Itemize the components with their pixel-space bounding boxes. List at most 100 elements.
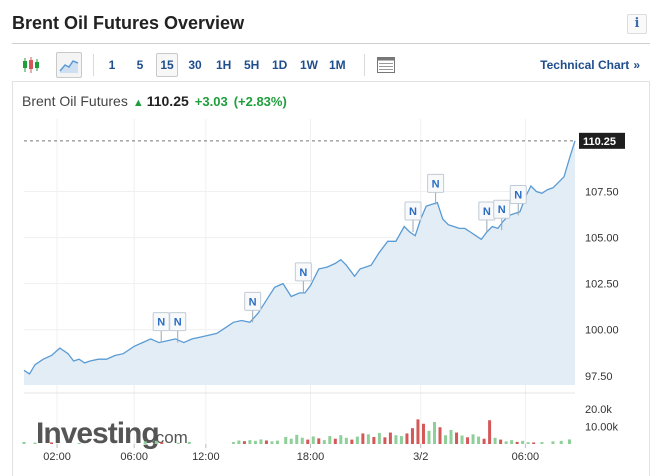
volume-bar xyxy=(22,441,26,444)
timeframe-1w[interactable]: 1W xyxy=(300,58,318,72)
volume-bar xyxy=(328,436,332,444)
volume-bar xyxy=(482,438,486,444)
current-price-tag: 110.25 xyxy=(579,132,625,149)
timeframe-1m[interactable]: 1 xyxy=(108,58,116,72)
volume-bar xyxy=(449,429,453,444)
quote-header: Brent Oil Futures ▲ 110.25 +3.03 (+2.83%) xyxy=(22,93,287,109)
volume-bar xyxy=(532,442,536,444)
volume-bar xyxy=(176,442,180,444)
timeframe-1h[interactable]: 1H xyxy=(216,58,232,72)
volume-bar xyxy=(394,435,398,444)
news-marker[interactable]: N xyxy=(404,201,422,233)
volume-tick-label: 20.0k xyxy=(585,404,612,416)
watermark-brand: Investing xyxy=(36,417,159,450)
volume-bar xyxy=(33,442,37,444)
volume-bar xyxy=(526,442,530,444)
news-marker-label: N xyxy=(483,206,491,218)
volume-bar xyxy=(289,438,293,444)
volume-bar xyxy=(154,440,158,444)
volume-bar xyxy=(311,436,315,444)
technical-chart-link[interactable]: Technical Chart» xyxy=(540,58,640,72)
news-marker-label: N xyxy=(514,189,522,201)
volume-bar xyxy=(421,423,425,444)
volume-bar xyxy=(504,441,508,444)
volume-bar xyxy=(50,442,54,444)
page-title: Brent Oil Futures Overview xyxy=(12,13,245,33)
volume-bar xyxy=(383,437,387,444)
news-marker-label: N xyxy=(432,178,440,190)
volume-bar xyxy=(264,440,268,444)
news-marker-box xyxy=(294,262,312,282)
volume-bar xyxy=(275,440,279,444)
price-change: +3.03 xyxy=(194,94,228,109)
volume-bar xyxy=(372,436,376,444)
volume-bar xyxy=(248,440,252,444)
news-marker-label: N xyxy=(157,317,165,329)
volume-bar xyxy=(377,432,381,444)
timeframe-1d[interactable]: 1D xyxy=(272,58,288,72)
technical-chart-label: Technical Chart xyxy=(540,58,630,72)
x-tick-label: 3/2 xyxy=(413,451,428,463)
volume-bar xyxy=(355,436,359,444)
volume-bar xyxy=(187,441,191,444)
timeframe-1mo[interactable]: 1M xyxy=(329,58,346,72)
news-marker-label: N xyxy=(174,317,182,329)
instrument-name: Brent Oil Futures xyxy=(22,93,128,109)
volume-bar xyxy=(317,438,321,444)
news-marker-box xyxy=(404,201,422,221)
news-marker[interactable]: N xyxy=(244,291,262,323)
candlestick-chart-button[interactable] xyxy=(18,52,44,78)
table-icon xyxy=(377,57,395,73)
news-marker-box xyxy=(169,312,187,332)
volume-bar xyxy=(515,441,519,444)
news-marker-box xyxy=(152,312,170,332)
volume-bar xyxy=(455,432,459,444)
chart-panel xyxy=(12,82,650,476)
chart-toolbar: 1 5 15 30 1H 5H 1D 1W 1M Technical Chart… xyxy=(12,49,650,82)
x-axis: 02:00 06:00 12:00 18:00 3/2 06:00 xyxy=(43,444,539,463)
news-marker[interactable]: N xyxy=(294,262,312,293)
volume-bar xyxy=(295,434,299,444)
volume-bar xyxy=(427,430,431,444)
timeframe-15m[interactable]: 15 xyxy=(156,53,178,77)
area-chart-button[interactable] xyxy=(56,52,82,78)
news-marker[interactable]: N xyxy=(509,184,527,216)
timeframe-30m[interactable]: 30 xyxy=(188,58,202,72)
x-tick-label: 02:00 xyxy=(43,451,71,463)
volume-bar xyxy=(259,439,263,444)
news-marker[interactable]: N xyxy=(493,199,511,231)
y-tick-label: 102.50 xyxy=(585,279,619,291)
timeframe-5m[interactable]: 5 xyxy=(136,58,144,72)
x-tick-label: 06:00 xyxy=(120,451,148,463)
volume-bar xyxy=(471,434,475,444)
y-axis: 97.50 100.00 102.50 105.00 107.50 xyxy=(585,187,619,383)
price-area xyxy=(24,140,575,385)
timeframe-5h[interactable]: 5H xyxy=(244,58,260,72)
y-tick-label: 105.00 xyxy=(585,233,619,245)
news-marker[interactable]: N xyxy=(152,312,170,343)
info-button[interactable]: i xyxy=(627,14,647,34)
watermark-suffix: .com xyxy=(151,428,188,447)
volume-bar xyxy=(488,420,492,444)
volume-bar xyxy=(270,441,274,444)
volume-axis: 20.0k 10.00k xyxy=(585,404,619,434)
volume-bar xyxy=(410,428,414,444)
volume-bars xyxy=(22,419,571,444)
volume-bar xyxy=(237,440,241,444)
volume-bar xyxy=(466,437,470,444)
volume-bar xyxy=(339,435,343,444)
volume-bar xyxy=(477,436,481,444)
y-tick-label: 100.00 xyxy=(585,325,619,337)
y-tick-label: 107.50 xyxy=(585,187,619,199)
data-table-button[interactable] xyxy=(373,52,399,78)
news-marker[interactable]: N xyxy=(427,173,445,205)
volume-bar xyxy=(460,435,464,444)
news-marker[interactable]: N xyxy=(169,312,187,343)
volume-tick-label: 10.00k xyxy=(585,421,619,433)
volume-bar xyxy=(322,440,326,444)
double-chevron-right-icon: » xyxy=(633,58,640,72)
volume-bar xyxy=(284,436,288,444)
x-tick-label: 06:00 xyxy=(512,451,540,463)
volume-bar xyxy=(143,441,147,444)
